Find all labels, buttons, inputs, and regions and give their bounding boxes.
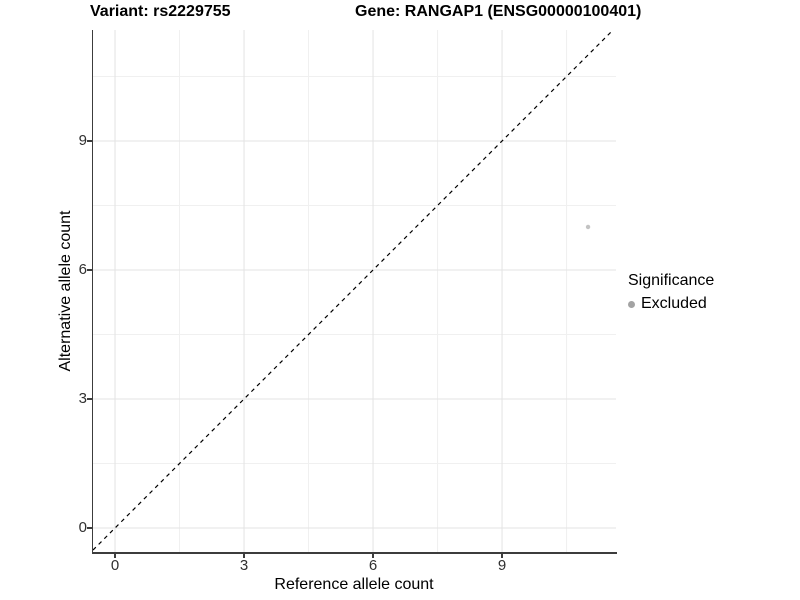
data-point-excluded xyxy=(585,224,591,230)
x-tick-label: 6 xyxy=(368,557,378,574)
y-axis-line xyxy=(91,30,93,554)
x-tick-label: 3 xyxy=(239,557,249,574)
y-tick-label: 3 xyxy=(78,389,87,407)
identity-reference-line xyxy=(93,30,614,551)
legend-item-label: Excluded xyxy=(641,295,707,312)
y-axis-title: Alternative allele count xyxy=(57,210,74,372)
x-axis-line xyxy=(91,552,617,554)
y-tick-mark xyxy=(86,269,92,271)
legend-item-excluded: Excluded xyxy=(628,295,714,313)
excluded-point-icon xyxy=(628,300,635,308)
x-tick-label: 9 xyxy=(497,557,507,574)
legend: Significance Excluded xyxy=(628,271,714,313)
y-tick-label: 0 xyxy=(78,519,87,536)
x-tick-mark xyxy=(501,552,503,558)
legend-title: Significance xyxy=(628,272,715,289)
x-tick-label: 0 xyxy=(110,557,120,574)
scatter-plot-canvas xyxy=(93,30,616,552)
y-tick-mark xyxy=(86,398,92,400)
y-tick-label: 9 xyxy=(78,131,87,149)
plot-panel xyxy=(93,30,616,552)
x-axis-title: Reference allele count xyxy=(274,576,434,593)
gene-title: Gene: RANGAP1 (ENSG00000100401) xyxy=(355,3,642,20)
x-tick-mark xyxy=(372,552,374,558)
y-tick-label: 6 xyxy=(78,260,87,278)
variant-title: Variant: rs2229755 xyxy=(90,3,231,20)
y-tick-mark xyxy=(86,140,92,142)
y-tick-mark xyxy=(86,527,92,529)
x-tick-mark xyxy=(114,552,116,558)
x-tick-mark xyxy=(243,552,245,558)
